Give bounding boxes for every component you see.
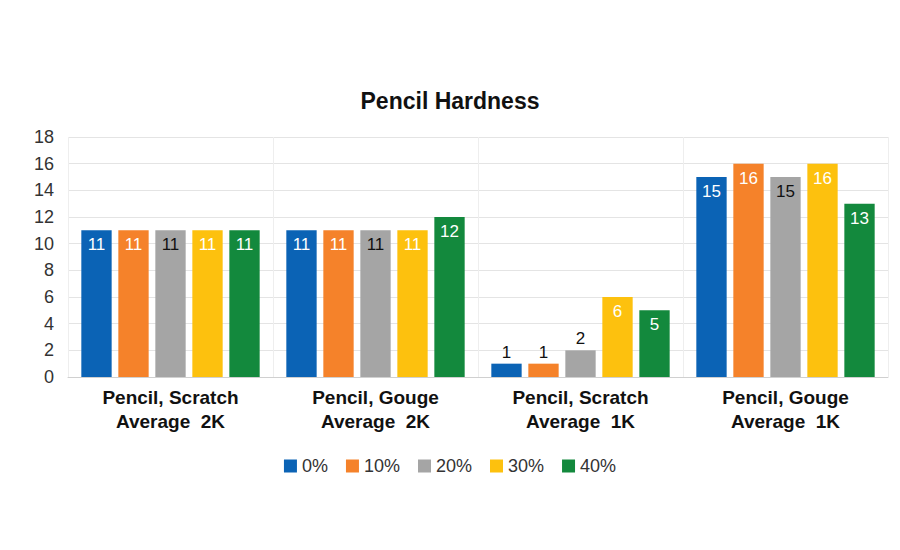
svg-text:11: 11 — [330, 235, 348, 254]
svg-text:13: 13 — [850, 209, 869, 228]
svg-text:Average 1K: Average 1K — [731, 411, 840, 432]
svg-text:0%: 0% — [302, 456, 328, 476]
svg-text:Pencil, Scratch: Pencil, Scratch — [102, 387, 238, 408]
svg-text:11: 11 — [199, 235, 217, 254]
svg-text:Average 2K: Average 2K — [321, 411, 430, 432]
svg-text:12: 12 — [34, 207, 54, 227]
svg-text:2: 2 — [44, 340, 54, 360]
svg-text:11: 11 — [404, 235, 422, 254]
svg-text:6: 6 — [613, 302, 622, 321]
svg-text:Pencil, Gouge: Pencil, Gouge — [312, 387, 439, 408]
svg-text:1: 1 — [539, 343, 548, 362]
svg-text:Pencil, Scratch: Pencil, Scratch — [512, 387, 648, 408]
svg-text:Average 2K: Average 2K — [116, 411, 225, 432]
svg-text:11: 11 — [162, 235, 180, 254]
svg-text:Pencil Hardness: Pencil Hardness — [361, 88, 540, 114]
svg-text:11: 11 — [88, 235, 106, 254]
svg-text:0: 0 — [44, 367, 54, 387]
svg-text:11: 11 — [293, 235, 311, 254]
svg-text:Average 1K: Average 1K — [526, 411, 635, 432]
svg-text:Pencil, Gouge: Pencil, Gouge — [722, 387, 849, 408]
svg-text:1: 1 — [502, 343, 511, 362]
svg-text:20%: 20% — [436, 456, 472, 476]
svg-text:16: 16 — [739, 169, 758, 188]
svg-text:14: 14 — [34, 180, 54, 200]
svg-text:6: 6 — [44, 287, 54, 307]
svg-text:4: 4 — [44, 314, 54, 334]
svg-text:15: 15 — [776, 182, 795, 201]
svg-text:11: 11 — [125, 235, 143, 254]
svg-text:5: 5 — [650, 315, 659, 334]
svg-text:15: 15 — [702, 182, 721, 201]
svg-text:40%: 40% — [580, 456, 616, 476]
svg-text:30%: 30% — [508, 456, 544, 476]
svg-text:18: 18 — [34, 127, 54, 147]
svg-text:12: 12 — [440, 222, 459, 241]
svg-text:11: 11 — [367, 235, 385, 254]
svg-text:11: 11 — [236, 235, 254, 254]
svg-text:10: 10 — [34, 234, 54, 254]
svg-text:10%: 10% — [364, 456, 400, 476]
svg-text:8: 8 — [44, 260, 54, 280]
svg-text:16: 16 — [813, 169, 832, 188]
svg-text:2: 2 — [576, 329, 585, 348]
svg-text:16: 16 — [34, 154, 54, 174]
